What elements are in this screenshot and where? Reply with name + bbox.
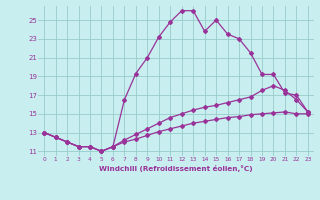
X-axis label: Windchill (Refroidissement éolien,°C): Windchill (Refroidissement éolien,°C) bbox=[99, 165, 253, 172]
